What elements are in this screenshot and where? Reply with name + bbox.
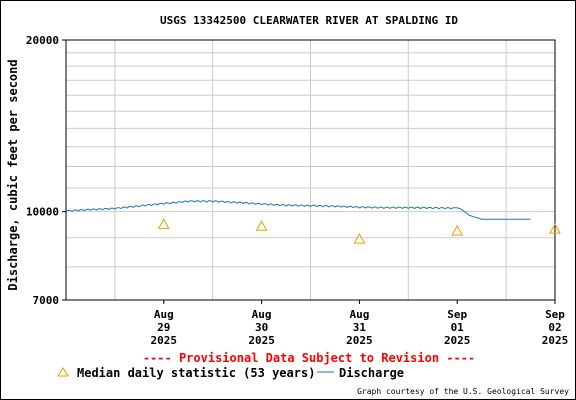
plot-grid — [66, 40, 555, 301]
x-tick-label: 30 — [255, 321, 268, 334]
median-point — [451, 224, 464, 236]
y-tick-label: 20000 — [26, 34, 59, 47]
legend: Median daily statistic (53 years) Discha… — [57, 366, 404, 380]
x-tick-label: 01 — [451, 321, 465, 334]
discharge-series-line — [65, 200, 531, 220]
x-tick-label: Aug — [252, 308, 272, 321]
x-tick-label: Sep — [447, 308, 467, 321]
median-point — [353, 233, 366, 244]
axis-ticks: 70001000020000Aug292025Aug302025Aug31202… — [26, 34, 568, 347]
legend-median-marker — [57, 367, 69, 377]
legend-discharge-label: Discharge — [339, 366, 404, 380]
provisional-notice: ---- Provisional Data Subject to Revisio… — [143, 351, 475, 365]
y-axis-label: Discharge, cubic feet per second — [6, 59, 20, 290]
median-point — [157, 218, 170, 229]
median-point — [549, 223, 561, 234]
x-tick-label: 29 — [157, 321, 170, 334]
x-tick-label: 31 — [353, 321, 367, 334]
legend-median-label: Median daily statistic (53 years) — [77, 366, 315, 380]
x-tick-label: Aug — [154, 308, 174, 321]
x-tick-label: 2025 — [248, 334, 275, 347]
plot-area-border — [65, 39, 556, 301]
x-tick-label: 2025 — [542, 334, 569, 347]
x-tick-label: 2025 — [444, 334, 471, 347]
y-tick-label: 7000 — [33, 294, 60, 307]
x-tick-label: Aug — [349, 308, 369, 321]
median-markers — [157, 218, 561, 244]
x-tick-label: Sep — [545, 308, 565, 321]
x-tick-label: 02 — [548, 321, 561, 334]
courtesy-note: Graph courtesy of the U.S. Geological Su… — [357, 387, 569, 396]
y-tick-label: 10000 — [26, 206, 59, 219]
x-tick-label: 2025 — [346, 334, 373, 347]
median-point — [255, 220, 268, 231]
chart-title: USGS 13342500 CLEARWATER RIVER AT SPALDI… — [160, 14, 458, 27]
x-tick-label: 2025 — [151, 334, 178, 347]
